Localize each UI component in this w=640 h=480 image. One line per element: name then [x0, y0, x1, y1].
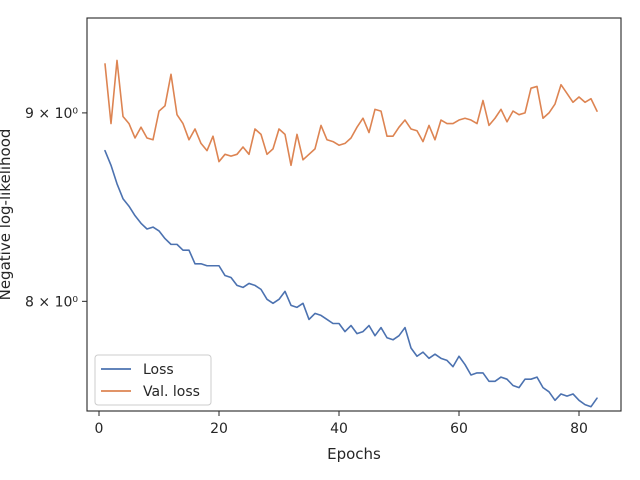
axes-frame	[87, 18, 621, 411]
x-axis-title: Epochs	[327, 445, 381, 463]
x-tick-label: 0	[95, 421, 104, 437]
chart-figure: 0 20 40 60 80 8 × 10⁰ 9 × 10⁰ Epochs Negative lo…	[0, 0, 640, 480]
x-tick-label: 20	[210, 421, 228, 437]
legend: Loss Val. loss	[95, 355, 211, 405]
x-tick-label: 40	[330, 421, 348, 437]
x-tick-label: 80	[570, 421, 588, 437]
series-line-val-loss	[105, 60, 597, 165]
y-axis-title: Negative log-likelihood	[0, 129, 14, 301]
y-tick-label: 9 × 10⁰	[25, 106, 78, 122]
axes-group: 0 20 40 60 80 8 × 10⁰ 9 × 10⁰ Epochs Negative lo…	[0, 18, 621, 463]
legend-label-loss: Loss	[143, 362, 174, 378]
x-tick-label: 60	[450, 421, 468, 437]
line-chart: 0 20 40 60 80 8 × 10⁰ 9 × 10⁰ Epochs Negative lo…	[0, 0, 640, 480]
legend-label-val-loss: Val. loss	[143, 384, 200, 400]
y-tick-label: 8 × 10⁰	[25, 294, 78, 310]
